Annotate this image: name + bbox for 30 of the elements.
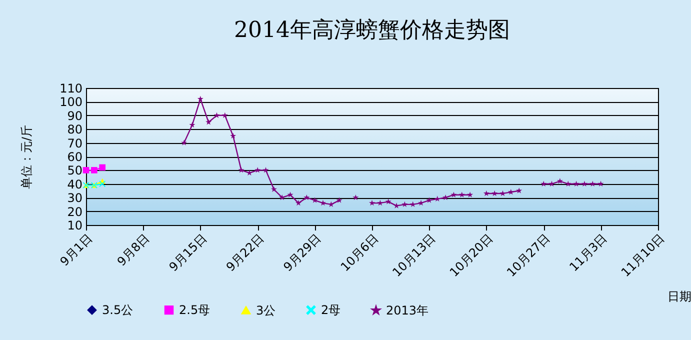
x-tick-label: 10月20日 bbox=[446, 231, 496, 280]
y-tick-label: 90 bbox=[67, 108, 82, 123]
legend-label: 3公 bbox=[256, 303, 276, 318]
y-axis-title: 单位：元/斤 bbox=[20, 124, 34, 190]
y-tick-label: 20 bbox=[67, 204, 82, 219]
legend-label: 3.5公 bbox=[102, 303, 134, 318]
x-tick-label: 11月3日 bbox=[566, 231, 610, 274]
y-tick-label: 50 bbox=[67, 164, 82, 178]
y-tick-label: 100 bbox=[60, 95, 82, 110]
y-tick-label: 10 bbox=[67, 218, 82, 232]
x-tick-label: 10月13日 bbox=[390, 231, 438, 280]
x-tick-label: 9月22日 bbox=[224, 231, 267, 274]
y-tick-label: 60 bbox=[67, 150, 82, 164]
x-axis-title: 日期 bbox=[668, 290, 691, 304]
x-tick-label: 10月6日 bbox=[338, 231, 381, 274]
x-tick-label: 9月29日 bbox=[280, 231, 324, 274]
x-tick-label: 9月8日 bbox=[114, 231, 152, 269]
x-tick-label: 10月27日 bbox=[504, 231, 553, 280]
y-tick-label: 70 bbox=[67, 136, 82, 150]
legend-label: 2.5母 bbox=[179, 303, 210, 318]
y-tick-label: 40 bbox=[67, 177, 82, 192]
legend-label: 2母 bbox=[321, 303, 341, 318]
legend-label: 2013年 bbox=[386, 303, 429, 318]
y-tick-label: 110 bbox=[60, 82, 82, 96]
x-tick-label: 11月10日 bbox=[618, 231, 667, 280]
y-tick-label: 80 bbox=[67, 122, 82, 137]
x-tick-label: 9月15日 bbox=[166, 231, 210, 274]
x-tick-label: 9月1日 bbox=[57, 231, 95, 269]
chart-title: 2014年高淳螃蟹价格走势图 bbox=[234, 18, 510, 43]
y-tick-label: 30 bbox=[67, 191, 82, 206]
